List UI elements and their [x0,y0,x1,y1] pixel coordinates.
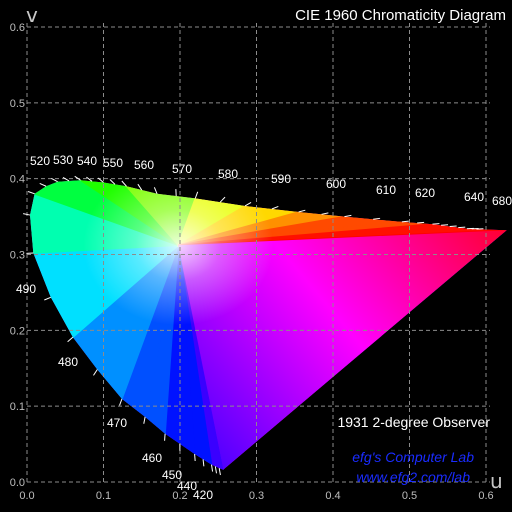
wavelength-tick [153,187,158,195]
wavelength-label-560: 560 [134,158,154,172]
wavelength-label-540: 540 [77,154,97,168]
wavelength-tick [219,196,226,203]
wavelength-label-490: 490 [16,282,36,296]
wavelength-tick [119,398,123,406]
wavelength-label-610: 610 [376,183,396,197]
x-tick-label: 0.5 [402,490,417,502]
y-tick-label: 0.3 [10,250,25,262]
wavelength-tick [432,223,440,225]
wavelength-tick [194,191,199,199]
y-tick-label: 0.1 [10,401,25,413]
wavelength-label-440: 440 [177,479,197,493]
wavelength-tick [23,213,31,216]
wavelength-label-640: 640 [464,190,484,204]
tick-labels: 0.0 0.1 0.2 0.3 0.4 0.5 0.6 0.0 0.1 0.2 0.3 0.4 0.5 0… [10,22,494,502]
x-tick-label: 0.0 [19,490,34,502]
wavelength-tick [373,217,381,220]
wavelength-label-570: 570 [172,162,192,176]
wavelength-tick [202,459,205,467]
y-tick-label: 0.2 [10,325,25,337]
wavelength-tick [401,220,409,223]
wavelength-tick [441,224,449,226]
grid [26,23,490,483]
y-tick-label: 0.6 [10,22,25,34]
wavelength-label-680: 680 [492,194,512,208]
wavelength-label-600: 600 [326,177,346,191]
wavelength-tick [74,175,81,181]
wavelength-tick [97,177,104,183]
x-tick-label: 0.4 [325,490,340,502]
wavelength-label-550: 550 [103,156,123,170]
y-tick-label: 0.5 [10,98,25,110]
wavelength-label-520: 520 [30,154,50,168]
observer-annotation: 1931 2-degree Observer [337,414,490,430]
wavelength-tick [417,221,425,224]
wavelength-tick [143,416,146,424]
wavelength-tick [51,177,58,183]
wavelength-tick [44,296,51,301]
wavelength-label-530: 530 [53,153,73,167]
x-tick-label: 0.3 [249,490,264,502]
wavelength-ticks: 520 530 540 550 560 570 580 590 600 610 620 640 680 4… [16,153,512,502]
wavelength-label-590: 590 [271,172,291,186]
white-point-glow [83,180,274,326]
wavelength-label-470: 470 [107,416,127,430]
x-tick-label: 0.1 [96,490,111,502]
wavelength-tick [321,212,329,215]
x-tick-label: 0.2 [172,490,187,502]
y-tick-label: 0.4 [10,174,25,186]
y-axis-label: v [26,3,38,27]
wavelength-label-620: 620 [415,186,435,200]
y-tick-label: 0.0 [10,477,25,489]
wavelength-tick [211,464,214,472]
wavelength-tick [109,179,116,185]
wavelength-tick [27,191,35,195]
wavelength-label-450: 450 [162,468,182,482]
wavelength-tick [271,206,279,210]
wavelength-tick [244,201,252,207]
x-tick-label: 0.6 [478,490,493,502]
wavelength-label-420: 420 [193,488,213,502]
x-axis-label: u [490,469,503,493]
chart-title: CIE 1960 Chromaticity Diagram [295,7,506,24]
wavelength-label-460: 460 [142,451,162,465]
wavelength-tick [194,453,196,462]
credit-line-1: efg's Computer Lab [352,449,474,465]
wavelength-tick [39,182,47,187]
wavelength-tick [121,180,127,187]
wavelength-tick [344,214,352,218]
wavelength-tick [93,369,98,376]
wavelength-tick [214,466,217,474]
wavelength-tick [298,209,306,213]
wavelength-tick [218,468,221,476]
wavelength-label-480: 480 [58,355,78,369]
credit-line-2: www.efg2.com/lab [356,469,470,485]
wavelength-tick [67,336,74,343]
wavelength-tick [137,183,143,191]
wavelength-label-580: 580 [218,167,238,181]
gamut-purple-wedge [178,230,507,470]
wavelength-tick [62,176,70,182]
wavelength-tick [86,176,93,182]
